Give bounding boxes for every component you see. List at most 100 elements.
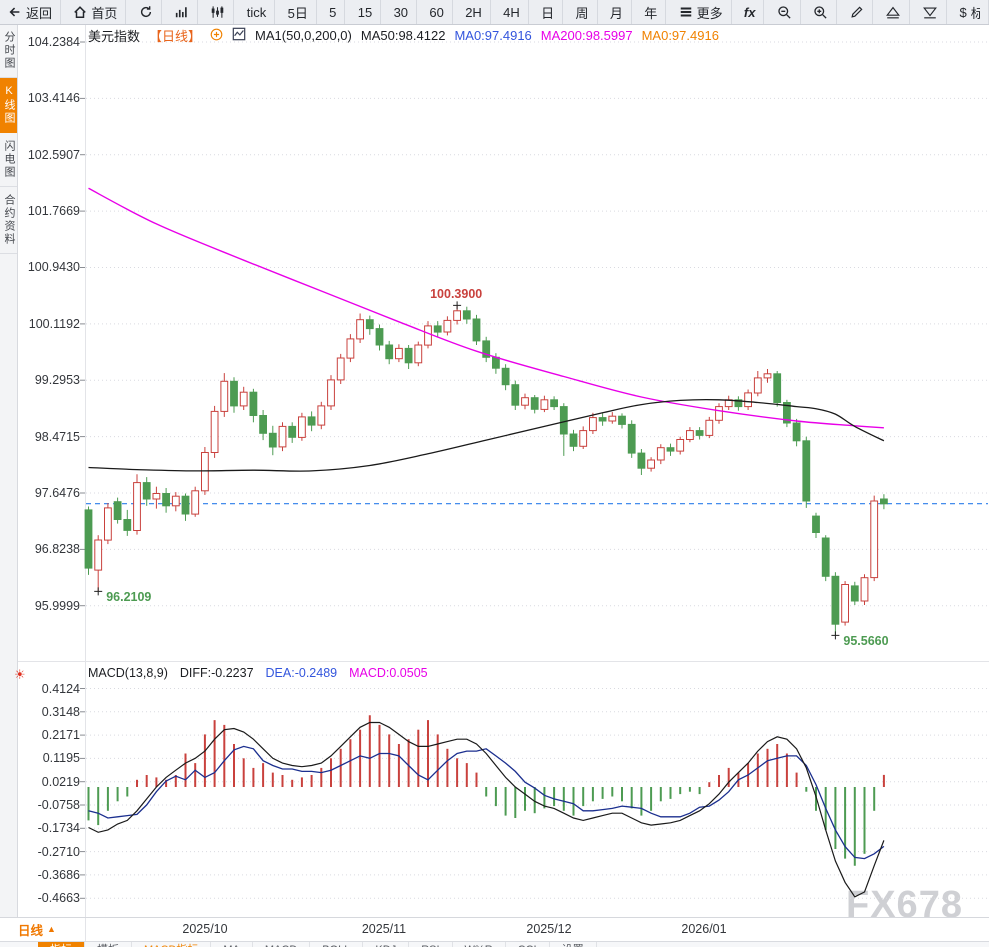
period-2h-button[interactable]: 2H [457,0,491,24]
indicator-bar-item-3[interactable]: MA [211,942,253,947]
period-60-button-label: 60 [429,4,444,20]
macd-axis-label-8: -0.3686 [37,868,80,882]
period-60-button[interactable]: 60 [421,0,453,24]
period-day-button[interactable]: 日 [533,0,564,24]
period-month-button-label: 月 [609,5,623,21]
period-selector-label: 日线 [18,923,44,938]
price-axis-label-6: 99.2953 [34,373,80,387]
macd-diff-value: DIFF:-0.2237 [179,666,254,680]
more-button-label: 更多 [696,5,723,21]
bar-chart-button[interactable] [166,0,199,24]
macd-formula: MACD(13,8,9) [88,666,168,680]
back-button[interactable]: 返回 [0,0,62,24]
chevron-up-icon: ▲ [47,924,56,934]
limit-up-button[interactable] [877,0,910,24]
home-button[interactable]: 首页 [65,0,127,24]
macd-axis-label-3: 0.1195 [42,751,80,765]
period-4h-button-label: 4H [503,4,520,20]
limit-down-button[interactable] [914,0,948,24]
indicator-bar-item-7[interactable]: RSI [409,942,453,947]
period-15-button[interactable]: 15 [350,0,382,24]
home-icon [73,5,87,19]
back-icon [8,5,22,19]
macd-axis-label-6: -0.1734 [37,821,80,835]
macd-dea-value: DEA:-0.2489 [265,666,338,680]
more-button[interactable]: 更多 [671,0,732,24]
date-axis-label-1: 2025/11 [361,922,407,936]
refresh-button[interactable] [131,0,162,24]
triangle-down-icon [922,5,938,20]
period-tag: 【日线】 [149,29,202,44]
low-annotation: 95.5660 [843,634,889,648]
indicator-settings-icon[interactable]: ☀ [14,667,26,682]
period-4h-button[interactable]: 4H [495,0,529,24]
period-30-button[interactable]: 30 [386,0,418,24]
price-axis-label-10: 95.9999 [34,599,80,613]
kline-button[interactable] [202,0,235,24]
macd-axis-label-0: 0.4124 [41,682,80,696]
period-15-button-label: 15 [357,4,373,20]
indicator-bar-item-6[interactable]: KDJ [363,942,410,947]
ma-settings-icon[interactable] [232,27,246,44]
indicator-bar-item-8[interactable]: W%R [453,942,506,947]
home-button-label: 首页 [91,5,118,21]
indicator-bar-item-2[interactable]: MACD指标 [132,942,212,947]
ma0-value-blue: MA0:97.4916 [454,28,532,43]
pencil-icon [850,5,864,19]
period-30-button-label: 30 [393,4,409,20]
period-5d-button-label: 5日 [287,5,308,21]
macd-axis-label-1: 0.3148 [41,705,80,719]
macd-axis-label-9: -0.4663 [37,891,80,905]
macd-axis-label-2: 0.2171 [41,728,80,742]
ma200-value: MA200:98.5997 [540,28,633,43]
price-axis-label-8: 97.6476 [34,486,80,500]
sidebar-tab-3[interactable]: 合约资料 [0,187,17,254]
zoom-in-icon [813,5,828,20]
indicator-bar-item-4[interactable]: MACD [253,942,311,947]
chart-header: 美元指数 【日线】 MA1(50,0,200,0) MA50:98.4122 M… [88,26,719,45]
kline-icon [210,5,225,19]
period-month-button[interactable]: 月 [602,0,632,24]
period-year-button[interactable]: 年 [636,0,667,24]
period-selector[interactable]: 日线 ▲ [0,918,85,940]
period-year-button-label: 年 [644,5,658,21]
currency-button-label: $ [959,4,967,20]
price-axis-label-9: 96.8238 [34,542,80,556]
high-annotation: 100.3900 [430,287,483,301]
sidebar-tab-2[interactable]: 闪电图 [0,133,17,187]
tick-button[interactable]: tick [239,0,276,24]
symbol-name: 美元指数 [88,29,141,44]
draw-button[interactable] [842,0,873,24]
fx-indicator-button[interactable]: fx [736,0,765,24]
indicator-bar-item-10[interactable]: 设置 [550,942,597,947]
macd-header: MACD(13,8,9) DIFF:-0.2237 DEA:-0.2489 MA… [88,666,428,680]
ma50-value: MA50:98.4122 [360,28,446,43]
period-5d-button[interactable]: 5日 [280,0,317,24]
period-5-button[interactable]: 5 [321,0,346,24]
period-week-button[interactable]: 周 [567,0,598,24]
price-axis-label-3: 101.7669 [27,204,80,218]
zoom-in-button[interactable] [805,0,838,24]
indicator-bar-item-1[interactable]: 模板 [85,942,132,947]
sidebar-tab-0[interactable]: 分时图 [0,24,17,78]
bar-chart-icon [174,5,189,19]
triangle-up-icon [885,5,901,20]
price-axis-label-7: 98.4715 [34,430,80,444]
indicator-bar-item-5[interactable]: BOLL [310,942,364,947]
indicator-bar-item-9[interactable]: CCI [506,942,550,947]
back-button-label: 返回 [26,5,53,21]
add-indicator-icon[interactable] [210,28,223,44]
zoom-out-button[interactable] [769,0,801,24]
macd-value: MACD:0.0505 [349,666,428,680]
ma-formula: MA1(50,0,200,0) [255,28,352,43]
indicator-bar-item-0[interactable]: 指标 [38,942,85,947]
date-axis-label-3: 2026/01 [681,922,727,936]
period-week-button-label: 周 [575,5,589,21]
sidebar-tab-1[interactable]: K线图 [0,78,17,133]
period-5-button-label: 5 [329,4,337,20]
zoom-out-icon [777,5,792,20]
currency-button[interactable]: $标 [952,0,989,24]
price-axis-label-2: 102.5907 [27,148,80,162]
